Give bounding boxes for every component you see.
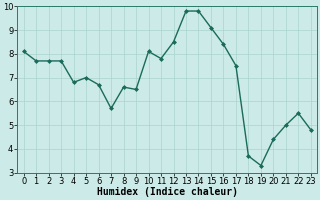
X-axis label: Humidex (Indice chaleur): Humidex (Indice chaleur) — [97, 187, 238, 197]
